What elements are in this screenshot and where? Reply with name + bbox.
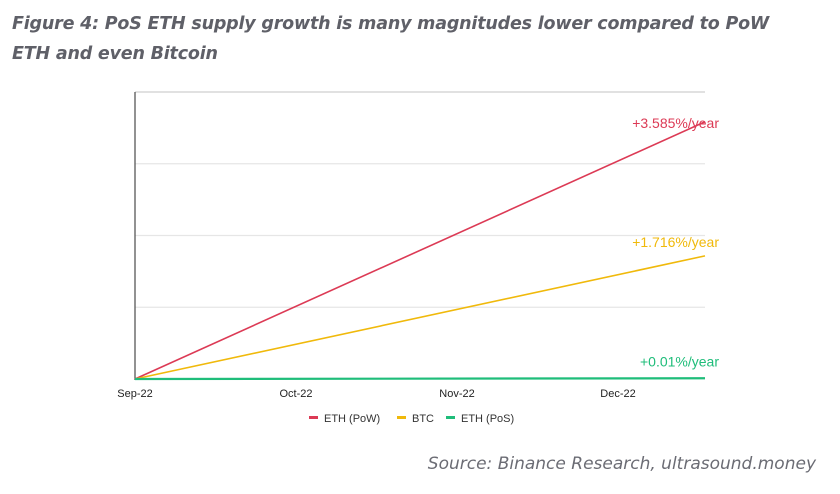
x-tick-label: Oct-22 <box>279 388 312 400</box>
source-caption: Source: Binance Research, ultrasound.mon… <box>427 454 816 474</box>
series-annotation: +1.716%/year <box>632 234 719 250</box>
x-axis-ticks: Sep-22 Oct-22 Nov-22 Dec-22 <box>117 388 635 400</box>
gridlines <box>135 91 705 308</box>
legend-swatch <box>309 416 318 419</box>
legend-item[interactable]: ETH (PoW) <box>309 413 380 425</box>
x-tick-label: Dec-22 <box>600 388 635 400</box>
legend-label: ETH (PoS) <box>461 413 514 425</box>
series-line-btc <box>134 255 706 380</box>
legend: ETH (PoW) BTC ETH (PoS) <box>309 413 514 425</box>
x-tick-label: Sep-22 <box>117 388 152 400</box>
legend-swatch <box>446 416 455 419</box>
series-annotation: +3.585%/year <box>632 115 719 131</box>
series-line-eth-pos <box>134 377 706 381</box>
series-lines <box>134 121 706 381</box>
series-annotations: +3.585%/year +1.716%/year +0.01%/year <box>632 115 719 370</box>
x-tick-label: Nov-22 <box>439 388 474 400</box>
legend-item[interactable]: BTC <box>397 413 434 425</box>
figure-title: Figure 4: PoS ETH supply growth is many … <box>12 14 770 64</box>
legend-swatch <box>397 416 406 419</box>
legend-label: ETH (PoW) <box>324 413 380 425</box>
legend-item[interactable]: ETH (PoS) <box>446 413 514 425</box>
series-line-eth-pow <box>134 121 706 380</box>
legend-label: BTC <box>412 413 434 425</box>
series-annotation: +0.01%/year <box>640 353 719 369</box>
